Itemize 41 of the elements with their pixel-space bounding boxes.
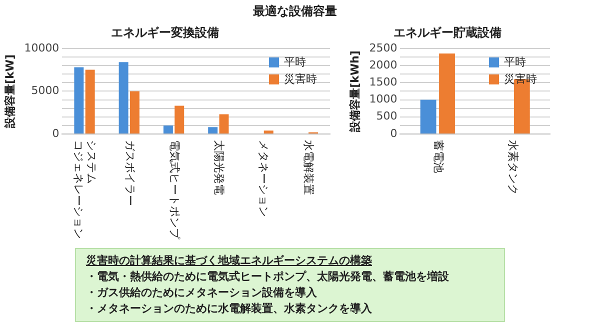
y-tick-label: 0 — [390, 126, 398, 140]
bar — [130, 91, 140, 134]
x-tick-label: 電気式ヒートポンプ — [168, 140, 181, 240]
bar — [439, 54, 455, 134]
bar — [264, 130, 274, 134]
text: ・電気・熱供給のために電気式ヒートポンプ、太陽光発電、蓄電池を増設 — [86, 269, 450, 285]
y-axis-title: 設備容量[kWh] — [348, 50, 362, 133]
y-tick-label: 2000 — [369, 58, 398, 72]
legend-label: 平時 — [284, 55, 306, 68]
chart-title: エネルギー貯蔵設備 — [394, 25, 502, 40]
text: ・ガス供給のためにメタネーション設備を導入 — [86, 285, 318, 301]
x-tick-label: ガスボイラー — [123, 140, 136, 206]
bar — [118, 62, 128, 134]
bar — [420, 100, 436, 134]
chart-title: エネルギー変換設備 — [111, 25, 219, 40]
y-tick-label: 2500 — [369, 41, 398, 54]
legend-label: 災害時 — [284, 72, 317, 86]
bar — [208, 127, 218, 134]
x-tick-label: 水電解装置 — [302, 140, 315, 195]
y-tick-label: 0 — [52, 126, 60, 140]
bar — [219, 114, 229, 134]
x-tick-label: 水素タンク — [506, 140, 520, 195]
legend-label: 災害時 — [504, 72, 537, 86]
legend-label: 平時 — [504, 55, 526, 68]
bar — [85, 70, 95, 134]
bar — [163, 125, 173, 134]
text: ・メタネーションのために水電解装置、水素タンクを導入 — [86, 301, 373, 317]
y-tick-label: 500 — [376, 110, 398, 123]
bar — [74, 67, 84, 134]
y-tick-label: 1500 — [369, 76, 398, 88]
text: 災害時の計算結果に基づく地域エネルギーシステムの構築 — [86, 253, 373, 269]
y-tick-label: 10000 — [24, 41, 60, 54]
y-tick-label: 1000 — [369, 92, 398, 106]
text: 最適な設備容量 — [252, 3, 338, 20]
bar — [174, 106, 184, 134]
x-tick-label: 蓄電池 — [432, 140, 445, 173]
x-tick-label: メタネーション — [257, 140, 270, 217]
y-axis-title: 設備容量[kW] — [3, 54, 16, 129]
x-tick-label: 太陽光発電 — [212, 140, 226, 195]
x-tick-label: システムコジェネレーション — [72, 140, 98, 239]
y-tick-label: 5000 — [31, 84, 60, 98]
